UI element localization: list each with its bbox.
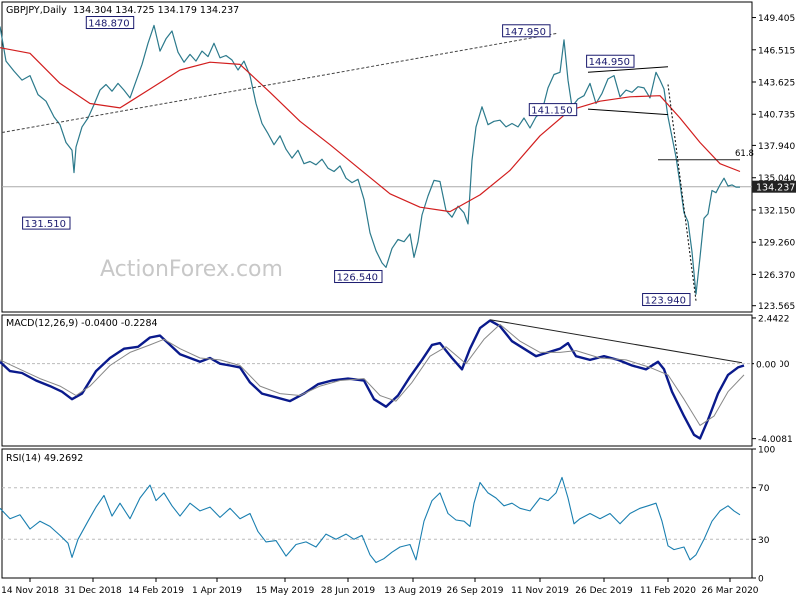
macd-ytick-label: -4.0081 <box>758 435 793 445</box>
macd-ytick-label: 2.4422 <box>758 314 790 324</box>
price-ytick-label: 137.940 <box>758 142 795 152</box>
annotation-box-1 <box>22 216 71 230</box>
annotation-label-5: 141.150 <box>531 106 572 117</box>
x-tick-label-5: 28 Jun 2019 <box>321 586 375 596</box>
last-price-tag <box>752 180 796 193</box>
x-tick-label-7: 26 Sep 2019 <box>446 586 503 596</box>
price-series-channel-bottom <box>587 108 669 116</box>
rsi-title: RSI(14) 49.2692 <box>6 453 83 464</box>
price-ytick-label: 135.040 <box>758 174 795 184</box>
price-ytick-label: 149.405 <box>758 14 795 24</box>
x-tick-label-8: 11 Nov 2019 <box>511 586 569 596</box>
fib-label: 61.8 <box>735 149 754 159</box>
price-ytick-label: 132.150 <box>758 206 795 216</box>
rsi-ytick-label: 0 <box>758 575 764 585</box>
annotation-label-3: 147.950 <box>505 27 546 38</box>
last-price-tag-label: 134.237 <box>756 183 795 194</box>
macd-series-macd <box>0 319 745 440</box>
price-title: GBPJPY,Daily <box>6 5 67 16</box>
rsi-ytick-label: 100 <box>758 446 775 456</box>
rsi-ytick-label: 70 <box>758 484 770 494</box>
rsi-panel-frame <box>1 448 753 579</box>
rsi-series-rsi <box>0 476 741 564</box>
rsi-ytick-label: 30 <box>758 536 770 546</box>
annotation-box-5 <box>528 103 578 117</box>
x-tick-label-3: 1 Apr 2019 <box>192 586 242 596</box>
x-tick-label-6: 13 Aug 2019 <box>384 586 442 596</box>
price-series-ma <box>0 47 741 213</box>
price-ytick-label: 123.565 <box>758 302 795 312</box>
x-tick-label-2: 14 Feb 2019 <box>128 586 184 596</box>
annotation-label-1: 131.510 <box>25 219 66 230</box>
annotation-box-0 <box>85 16 135 30</box>
price-ohlc: 134.304 134.725 134.179 134.237 <box>73 5 239 16</box>
price-panel-frame <box>1 1 753 313</box>
annotation-box-3 <box>502 24 551 38</box>
annotation-label-4: 144.950 <box>589 57 630 68</box>
annotation-box-6 <box>642 293 691 307</box>
annotation-box-2 <box>334 270 383 284</box>
macd-zero-tag <box>754 358 780 370</box>
x-tick-label-9: 26 Dec 2019 <box>575 586 633 596</box>
macd-series-signal <box>0 323 745 426</box>
x-tick-label-10: 11 Feb 2020 <box>640 586 696 596</box>
macd-title: MACD(12,26,9) -0.0400 -0.2284 <box>6 318 158 329</box>
price-ytick-label: 126.370 <box>758 271 795 281</box>
price-ytick-label: 129.260 <box>758 239 795 249</box>
annotation-label-0: 148.870 <box>88 19 129 30</box>
price-series-dotted-drop <box>667 84 697 301</box>
x-tick-label-0: 14 Nov 2018 <box>1 586 59 596</box>
macd-panel-frame <box>1 314 753 447</box>
x-tick-label-4: 15 May 2019 <box>256 586 315 596</box>
price-ytick-label: 146.515 <box>758 46 795 56</box>
price-ytick-label: 143.625 <box>758 79 795 89</box>
annotation-label-6: 123.940 <box>645 296 686 307</box>
macd-series-trendline <box>489 319 743 364</box>
price-ytick-label: 140.735 <box>758 111 795 121</box>
annotation-box-4 <box>586 54 635 68</box>
macd-zero-label: 0.00 <box>756 361 776 371</box>
price-series-channel-top <box>587 66 669 73</box>
x-tick-label-1: 31 Dec 2018 <box>64 586 122 596</box>
price-series-trendline <box>1 32 559 133</box>
x-tick-label-11: 26 Mar 2020 <box>701 586 758 596</box>
watermark: ActionForex.com <box>100 257 283 282</box>
annotation-label-2: 126.540 <box>337 273 378 284</box>
